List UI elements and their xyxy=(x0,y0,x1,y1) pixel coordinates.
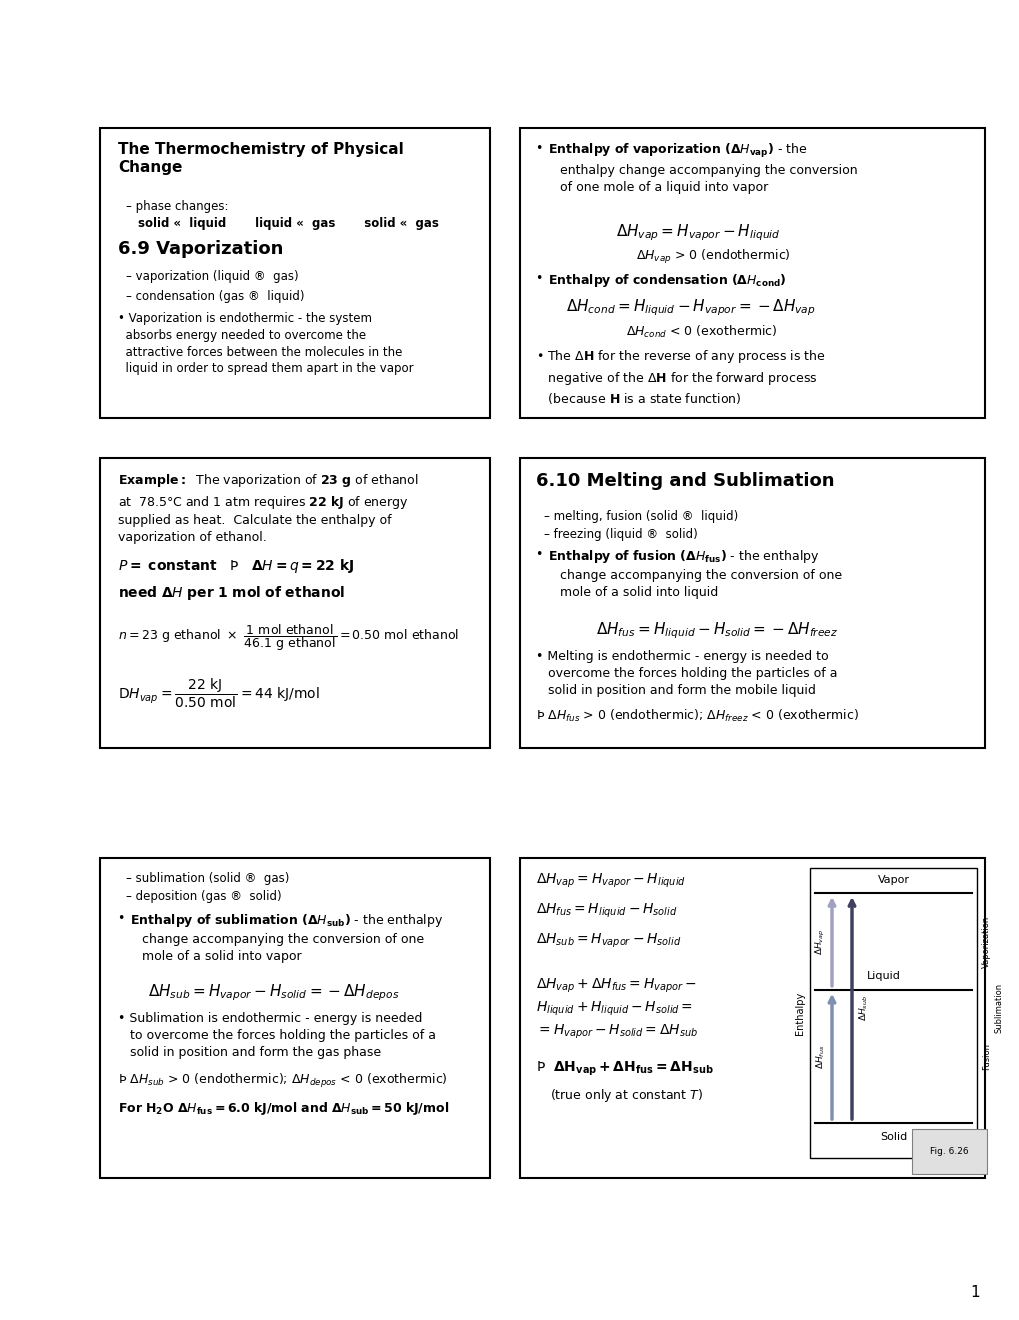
Text: (true only at constant $T$): (true only at constant $T$) xyxy=(549,1086,702,1104)
Text: $\Delta H_{cond}$ < 0 (exothermic): $\Delta H_{cond}$ < 0 (exothermic) xyxy=(626,323,776,341)
Text: $\Delta H_{sub} = H_{vapor} - H_{solid}$: $\Delta H_{sub} = H_{vapor} - H_{solid}$ xyxy=(535,932,681,950)
Text: – melting, fusion (solid ®  liquid): – melting, fusion (solid ® liquid) xyxy=(543,510,738,523)
Text: $\Delta H_{cond} = H_{liquid} - H_{vapor} = -\Delta H_{vap}$: $\Delta H_{cond} = H_{liquid} - H_{vapor… xyxy=(566,297,815,318)
Bar xyxy=(520,858,984,1177)
Text: • Melting is endothermic - energy is needed to
   overcome the forces holding th: • Melting is endothermic - energy is nee… xyxy=(535,649,837,697)
Text: • The $\Delta\mathbf{H}$ for the reverse of any process is the
   negative of th: • The $\Delta\mathbf{H}$ for the reverse… xyxy=(535,348,824,407)
Text: $\mathbf{\mathit{P}=\ constant}$   Þ   $\mathbf{\Delta\mathit{H} = \mathit{q} = : $\mathbf{\mathit{P}=\ constant}$ Þ $\mat… xyxy=(118,557,354,576)
Text: $\Delta H_{vap} = H_{vapor} - H_{liquid}$: $\Delta H_{vap} = H_{vapor} - H_{liquid}… xyxy=(615,222,780,243)
Text: Fig. 6.26: Fig. 6.26 xyxy=(929,1147,968,1156)
Text: Fusion: Fusion xyxy=(981,1043,990,1071)
Text: $\mathbf{Enthalpy\ of\ condensation\ (\Delta\mathit{H}_{cond})}$: $\mathbf{Enthalpy\ of\ condensation\ (\D… xyxy=(547,272,786,289)
Text: $\Delta H_{sub}$: $\Delta H_{sub}$ xyxy=(856,995,868,1020)
Text: $n = 23\ \mathrm{g\ ethanol}\ \times\ \dfrac{1\ \mathrm{mol\ ethanol}}{46.1\ \ma: $n = 23\ \mathrm{g\ ethanol}\ \times\ \d… xyxy=(118,622,459,653)
Bar xyxy=(809,869,976,1158)
Text: •: • xyxy=(535,272,547,285)
Text: •: • xyxy=(535,143,547,154)
Text: – deposition (gas ®  solid): – deposition (gas ® solid) xyxy=(126,890,281,903)
Text: $\Delta H_{sub} = H_{vapor} - H_{solid} = -\Delta H_{depos}$: $\Delta H_{sub} = H_{vapor} - H_{solid} … xyxy=(148,982,399,1003)
Text: •: • xyxy=(535,548,547,561)
Text: $\Delta H_{vap} = H_{vapor} - H_{liquid}$: $\Delta H_{vap} = H_{vapor} - H_{liquid}… xyxy=(535,873,686,890)
Bar xyxy=(100,458,489,748)
Text: – phase changes:: – phase changes: xyxy=(126,201,228,213)
Text: 6.10 Melting and Sublimation: 6.10 Melting and Sublimation xyxy=(535,473,834,490)
Text: $\Delta H_{vap}$: $\Delta H_{vap}$ xyxy=(813,928,826,954)
Text: – sublimation (solid ®  gas): – sublimation (solid ® gas) xyxy=(126,873,289,884)
Text: 1: 1 xyxy=(969,1284,979,1300)
Text: Þ $\Delta H_{sub}$ > 0 (endothermic); $\Delta H_{depos}$ < 0 (exothermic): Þ $\Delta H_{sub}$ > 0 (endothermic); $\… xyxy=(118,1072,447,1090)
Text: Vaporization: Vaporization xyxy=(981,915,990,968)
Text: Enthalpy: Enthalpy xyxy=(794,991,804,1035)
Text: Sublimation: Sublimation xyxy=(994,983,1003,1034)
Text: • Vaporization is endothermic - the system
  absorbs energy needed to overcome t: • Vaporization is endothermic - the syst… xyxy=(118,312,414,375)
Bar xyxy=(100,128,489,418)
Bar xyxy=(100,858,489,1177)
Bar xyxy=(520,128,984,418)
Text: – freezing (liquid ®  solid): – freezing (liquid ® solid) xyxy=(543,528,697,541)
Text: •: • xyxy=(118,912,129,925)
Text: Þ $\Delta H_{fus}$ > 0 (endothermic); $\Delta H_{freez}$ < 0 (exothermic): Þ $\Delta H_{fus}$ > 0 (endothermic); $\… xyxy=(535,708,858,725)
Text: $\Delta H_{vap}$ > 0 (endothermic): $\Delta H_{vap}$ > 0 (endothermic) xyxy=(636,248,790,267)
Text: $\mathbf{Enthalpy\ of\ fusion\ (\Delta\mathit{H}_{fus})}$ - the enthalpy
   chan: $\mathbf{Enthalpy\ of\ fusion\ (\Delta\m… xyxy=(547,548,842,598)
Text: $\Delta H_{vap} + \Delta H_{fus} = H_{vapor} -$
$H_{liquid} + H_{liquid} - H_{so: $\Delta H_{vap} + \Delta H_{fus} = H_{va… xyxy=(535,977,697,1041)
Text: $\Delta H_{fus} = H_{liquid} - H_{solid} = -\Delta H_{freez}$: $\Delta H_{fus} = H_{liquid} - H_{solid}… xyxy=(595,620,838,640)
Text: $\mathrm{D}H_{vap} = \dfrac{22\ \mathrm{kJ}}{0.50\ \mathrm{mol}} = 44\ \mathrm{k: $\mathrm{D}H_{vap} = \dfrac{22\ \mathrm{… xyxy=(118,677,320,710)
Text: $\mathbf{need\ \Delta\mathit{H}\ per\ 1\ mol\ of\ ethanol}$: $\mathbf{need\ \Delta\mathit{H}\ per\ 1\… xyxy=(118,583,344,602)
Text: $\Delta H_{fus}$: $\Delta H_{fus}$ xyxy=(814,1044,826,1069)
Text: Liquid: Liquid xyxy=(866,970,900,981)
Text: • Sublimation is endothermic - energy is needed
   to overcome the forces holdin: • Sublimation is endothermic - energy is… xyxy=(118,1012,435,1059)
Text: $\mathbf{Example:}$  The vaporization of $\mathbf{23\ g}$ of ethanol
at  78.5°C : $\mathbf{Example:}$ The vaporization of … xyxy=(118,473,418,544)
Text: $\Delta H_{fus} = H_{liquid} - H_{solid}$: $\Delta H_{fus} = H_{liquid} - H_{solid}… xyxy=(535,902,677,920)
Text: – condensation (gas ®  liquid): – condensation (gas ® liquid) xyxy=(126,290,305,304)
Text: The Thermochemistry of Physical
Change: The Thermochemistry of Physical Change xyxy=(118,143,404,176)
Text: 6.9 Vaporization: 6.9 Vaporization xyxy=(118,240,283,257)
Text: $\mathbf{Enthalpy\ of\ vaporization\ (\Delta\mathit{H}_{vap})}$ - the
   enthalp: $\mathbf{Enthalpy\ of\ vaporization\ (\D… xyxy=(547,143,857,194)
Text: $\mathbf{Enthalpy\ of\ sublimation\ (\Delta\mathit{H}_{sub})}$ - the enthalpy
  : $\mathbf{Enthalpy\ of\ sublimation\ (\De… xyxy=(129,912,443,962)
Text: Solid: Solid xyxy=(879,1133,906,1142)
Text: Þ  $\mathbf{\Delta H_{vap} + \Delta H_{fus} = \Delta H_{sub}}$: Þ $\mathbf{\Delta H_{vap} + \Delta H_{fu… xyxy=(535,1060,713,1078)
Text: $\mathbf{For\ H_2O\ \Delta\mathit{H}_{fus} = 6.0\ kJ/mol\ and\ \Delta\mathit{H}_: $\mathbf{For\ H_2O\ \Delta\mathit{H}_{fu… xyxy=(118,1100,448,1117)
Bar xyxy=(520,458,984,748)
Text: Vapor: Vapor xyxy=(876,875,909,884)
Text: – vaporization (liquid ®  gas): – vaporization (liquid ® gas) xyxy=(126,271,299,282)
Text: solid «  liquid       liquid «  gas       solid «  gas: solid « liquid liquid « gas solid « gas xyxy=(138,216,438,230)
